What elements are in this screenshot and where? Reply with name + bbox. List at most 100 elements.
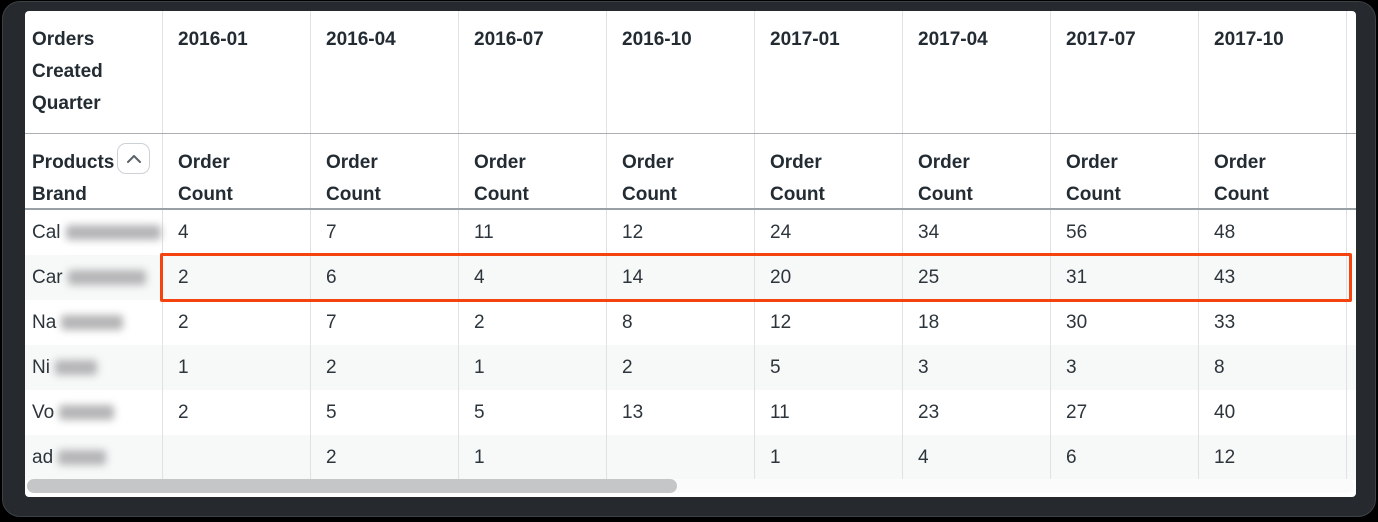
measure-header[interactable]: Order Count (754, 134, 902, 208)
redacted-text (59, 405, 115, 420)
column-header-2016-04[interactable]: 2016-04 (310, 11, 458, 133)
value-cell[interactable]: 24 (754, 210, 902, 255)
value-cell[interactable]: 40 (1198, 390, 1346, 435)
table-row-vo: Vo 2 5 5 13 11 23 27 40 (25, 390, 1356, 435)
value-cell[interactable]: 30 (1050, 300, 1198, 345)
row-filler-cell (1346, 255, 1356, 300)
table-panel: Orders Created Quarter 2016-01 2016-04 2… (25, 11, 1356, 497)
column-header-2017-04[interactable]: 2017-04 (902, 11, 1050, 133)
measure-header[interactable]: Order Count (458, 134, 606, 208)
value-cell[interactable]: 11 (754, 390, 902, 435)
row-filler-cell (1346, 345, 1356, 390)
value-cell[interactable]: 1 (754, 435, 902, 480)
measure-header[interactable]: Order Count (902, 134, 1050, 208)
redacted-text (54, 360, 97, 375)
row-filler-cell (1346, 300, 1356, 345)
row-filler-cell (1346, 435, 1356, 480)
value-cell[interactable] (606, 435, 754, 480)
column-header-2017-01[interactable]: 2017-01 (754, 11, 902, 133)
measure-header[interactable]: Order Count (162, 134, 310, 208)
value-cell[interactable]: 43 (1198, 255, 1346, 300)
column-header-2017-07[interactable]: 2017-07 (1050, 11, 1198, 133)
pivot-dimension-cell: Orders Created Quarter (25, 11, 162, 133)
brand-label-cell[interactable]: ad (25, 435, 162, 480)
redacted-text (67, 270, 146, 285)
value-cell[interactable]: 56 (1050, 210, 1198, 255)
value-cell[interactable]: 7 (310, 210, 458, 255)
brand-label-cell[interactable]: Car (25, 255, 162, 300)
value-cell[interactable]: 12 (606, 210, 754, 255)
redacted-text (58, 450, 107, 465)
value-cell[interactable]: 13 (606, 390, 754, 435)
value-cell[interactable]: 1 (458, 435, 606, 480)
pivot-dimension-label: Orders Created Quarter (32, 29, 103, 114)
row-dimension-label: Products Brand (32, 152, 115, 205)
value-cell[interactable]: 18 (902, 300, 1050, 345)
value-cell[interactable]: 2 (310, 435, 458, 480)
measure-header[interactable]: Order Count (1198, 134, 1346, 208)
chevron-up-icon (126, 154, 141, 163)
value-cell[interactable]: 2 (162, 300, 310, 345)
value-cell[interactable]: 5 (310, 390, 458, 435)
value-cell[interactable]: 8 (606, 300, 754, 345)
value-cell[interactable]: 2 (606, 345, 754, 390)
row-dimension-cell: Products Brand (25, 134, 162, 208)
horizontal-scrollbar-thumb[interactable] (27, 479, 678, 493)
table-row-ni: Ni 1 2 1 2 5 3 3 8 (25, 345, 1356, 390)
value-cell[interactable]: 12 (1198, 435, 1346, 480)
table-row-car-highlighted: Car 2 6 4 14 20 25 31 43 (25, 255, 1356, 300)
value-cell[interactable]: 25 (902, 255, 1050, 300)
value-cell[interactable]: 27 (1050, 390, 1198, 435)
horizontal-scrollbar-track[interactable] (27, 479, 1354, 493)
value-cell[interactable]: 34 (902, 210, 1050, 255)
value-cell[interactable]: 23 (902, 390, 1050, 435)
value-cell[interactable]: 1 (162, 345, 310, 390)
redacted-text (61, 315, 124, 330)
value-cell[interactable]: 33 (1198, 300, 1346, 345)
table-row-ad: ad 2 1 1 4 6 12 (25, 435, 1356, 480)
value-cell[interactable]: 31 (1050, 255, 1198, 300)
measure-header[interactable]: Order Count (606, 134, 754, 208)
table-row-cal: Cal 4 7 11 12 24 34 56 48 (25, 210, 1356, 255)
measure-header-row: Products Brand Order Count Order Count O… (25, 133, 1356, 210)
value-cell[interactable]: 6 (310, 255, 458, 300)
value-cell[interactable]: 1 (458, 345, 606, 390)
row-filler-cell (1346, 210, 1356, 255)
value-cell[interactable]: 4 (162, 210, 310, 255)
value-cell[interactable]: 2 (162, 255, 310, 300)
value-cell[interactable]: 6 (1050, 435, 1198, 480)
column-header-2016-01[interactable]: 2016-01 (162, 11, 310, 133)
value-cell[interactable]: 20 (754, 255, 902, 300)
value-cell[interactable]: 2 (458, 300, 606, 345)
value-cell[interactable]: 14 (606, 255, 754, 300)
value-cell[interactable]: 11 (458, 210, 606, 255)
column-header-2016-07[interactable]: 2016-07 (458, 11, 606, 133)
value-cell[interactable]: 12 (754, 300, 902, 345)
value-cell[interactable]: 5 (754, 345, 902, 390)
column-header-2016-10[interactable]: 2016-10 (606, 11, 754, 133)
value-cell[interactable]: 48 (1198, 210, 1346, 255)
brand-label-cell[interactable]: Na (25, 300, 162, 345)
value-cell[interactable]: 2 (162, 390, 310, 435)
value-cell[interactable] (162, 435, 310, 480)
value-cell[interactable]: 7 (310, 300, 458, 345)
brand-label-cell[interactable]: Cal (25, 210, 162, 255)
value-cell[interactable]: 3 (1050, 345, 1198, 390)
value-cell[interactable]: 3 (902, 345, 1050, 390)
value-cell[interactable]: 4 (458, 255, 606, 300)
collapse-button[interactable] (117, 143, 150, 174)
redacted-text (65, 225, 161, 240)
value-cell[interactable]: 2 (310, 345, 458, 390)
pivot-header-row: Orders Created Quarter 2016-01 2016-04 2… (25, 11, 1356, 133)
brand-label-cell[interactable]: Vo (25, 390, 162, 435)
value-cell[interactable]: 8 (1198, 345, 1346, 390)
measure-header[interactable]: Order Count (1050, 134, 1198, 208)
row-filler-cell (1346, 390, 1356, 435)
value-cell[interactable]: 5 (458, 390, 606, 435)
header-filler-cell (1346, 134, 1356, 208)
value-cell[interactable]: 4 (902, 435, 1050, 480)
measure-header[interactable]: Order Count (310, 134, 458, 208)
column-header-2017-10[interactable]: 2017-10 (1198, 11, 1346, 133)
brand-label-cell[interactable]: Ni (25, 345, 162, 390)
table-row-na: Na 2 7 2 8 12 18 30 33 (25, 300, 1356, 345)
